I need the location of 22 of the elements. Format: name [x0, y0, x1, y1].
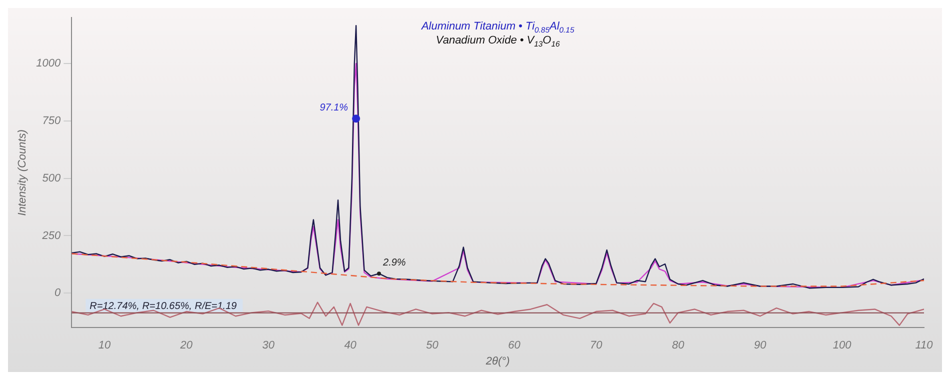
annotation: 2.9%	[382, 258, 406, 269]
x-tick-label: 60	[508, 339, 522, 352]
x-tick-label: 30	[262, 339, 276, 352]
y-tick-label: 750	[42, 114, 62, 127]
x-tick-label: 70	[590, 339, 604, 352]
x-tick-label: 100	[832, 339, 852, 352]
x-tick-label: 90	[754, 339, 768, 352]
y-tick-label: 500	[42, 172, 62, 184]
x-tick-label: 110	[915, 339, 934, 352]
y-tick-label: 1000	[36, 58, 62, 70]
y-tick-label: 0	[54, 287, 62, 300]
y-tick-label: 250	[41, 230, 62, 242]
x-tick-label: 50	[426, 339, 440, 352]
annotation: R=12.74%, R=10.65%, R/E=1.19	[90, 300, 238, 312]
x-tick-label: 10	[98, 339, 112, 352]
x-tick-label: 40	[344, 339, 358, 352]
x-tick-label: 80	[672, 339, 686, 352]
y-axis-title: Intensity (Counts)	[16, 129, 29, 216]
annotation: 97.1%	[320, 102, 348, 114]
x-tick-label: 20	[179, 339, 194, 352]
x-axis-title: 2θ(°)	[484, 355, 510, 368]
line-series	[72, 253, 924, 287]
